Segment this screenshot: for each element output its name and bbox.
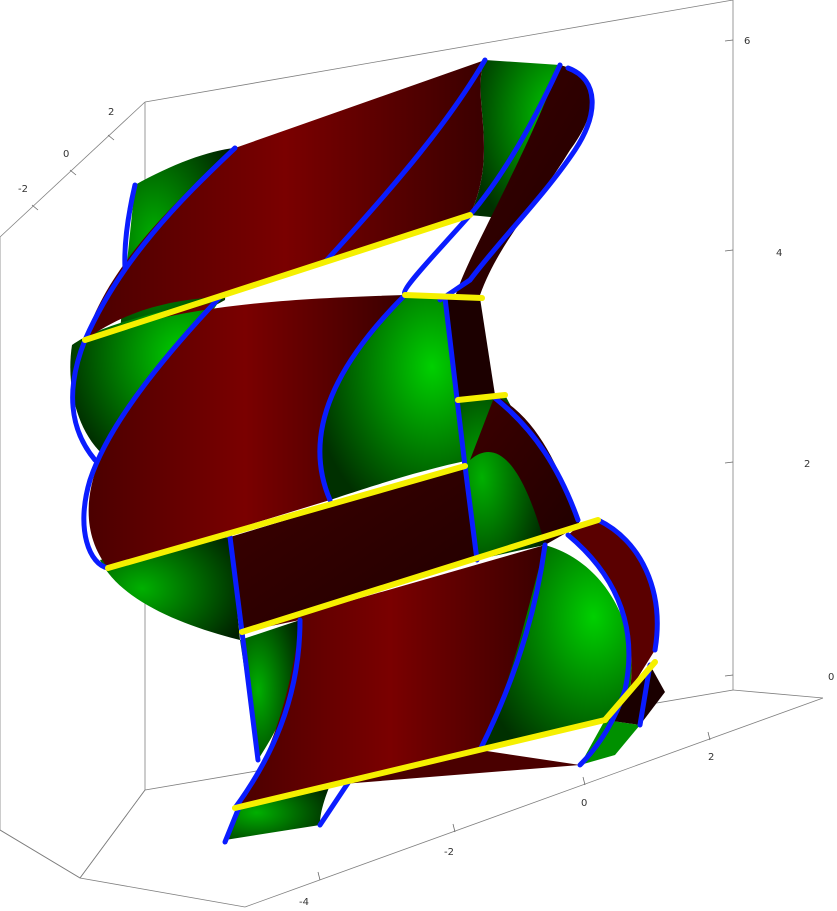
tick-label: 2 [804, 459, 810, 470]
vertical-axis-labels: 6 4 2 0 [744, 36, 834, 683]
tick-label: 0 [63, 149, 69, 160]
tick-label: -2 [444, 847, 454, 858]
tick-label: 0 [581, 798, 587, 809]
tick-label: 6 [744, 36, 750, 47]
left-depth-axis-labels: 2 0 -2 [18, 107, 114, 195]
tick-label: -2 [18, 184, 28, 195]
tick-label: 0 [828, 672, 834, 683]
tick-label: 2 [708, 752, 714, 763]
axis-ticks [31, 39, 734, 881]
tick-label: 4 [776, 248, 782, 259]
yellow-bands [82, 212, 658, 811]
surface-green-back [70, 60, 640, 840]
bottom-axis-labels: 2 0 -2 -4 [299, 752, 714, 908]
tick-label: 2 [108, 107, 114, 118]
tick-label: -4 [299, 897, 309, 908]
surface-red-front [85, 60, 665, 808]
